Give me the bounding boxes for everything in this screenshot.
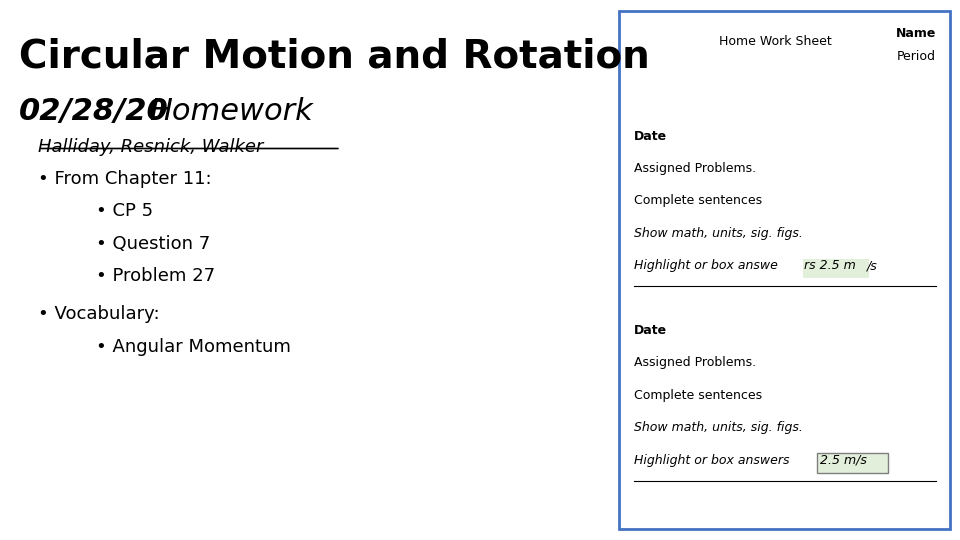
FancyBboxPatch shape	[817, 453, 888, 472]
Text: • From Chapter 11:: • From Chapter 11:	[38, 170, 212, 188]
Text: Complete sentences: Complete sentences	[634, 389, 761, 402]
Text: Halliday, Resnick, Walker: Halliday, Resnick, Walker	[38, 138, 264, 156]
Text: Highlight or box answe: Highlight or box answe	[634, 259, 778, 272]
Text: • Angular Momentum: • Angular Momentum	[96, 338, 291, 355]
Text: • Vocabulary:: • Vocabulary:	[38, 305, 160, 323]
Text: Homework: Homework	[149, 97, 313, 126]
Text: Highlight or box answers: Highlight or box answers	[634, 454, 789, 467]
Text: rs 2.5 m: rs 2.5 m	[804, 259, 856, 272]
Text: 02/28/20: 02/28/20	[19, 97, 169, 126]
Text: 2.5 m/s: 2.5 m/s	[820, 454, 867, 467]
Text: • Question 7: • Question 7	[96, 235, 210, 253]
Text: Assigned Problems.: Assigned Problems.	[634, 162, 756, 175]
Text: Date: Date	[634, 324, 667, 337]
Text: • CP 5: • CP 5	[96, 202, 154, 220]
Text: Date: Date	[634, 130, 667, 143]
Text: Name: Name	[896, 27, 936, 40]
Text: Home Work Sheet: Home Work Sheet	[719, 35, 831, 48]
Text: /s: /s	[867, 259, 877, 272]
Text: Show math, units, sig. figs.: Show math, units, sig. figs.	[634, 421, 803, 434]
FancyBboxPatch shape	[619, 11, 950, 529]
Text: Complete sentences: Complete sentences	[634, 194, 761, 207]
Text: Circular Motion and Rotation: Circular Motion and Rotation	[19, 38, 650, 76]
Text: Show math, units, sig. figs.: Show math, units, sig. figs.	[634, 227, 803, 240]
FancyBboxPatch shape	[803, 259, 869, 278]
Text: Period: Period	[897, 50, 936, 63]
Text: • Problem 27: • Problem 27	[96, 267, 215, 285]
Text: Assigned Problems.: Assigned Problems.	[634, 356, 756, 369]
